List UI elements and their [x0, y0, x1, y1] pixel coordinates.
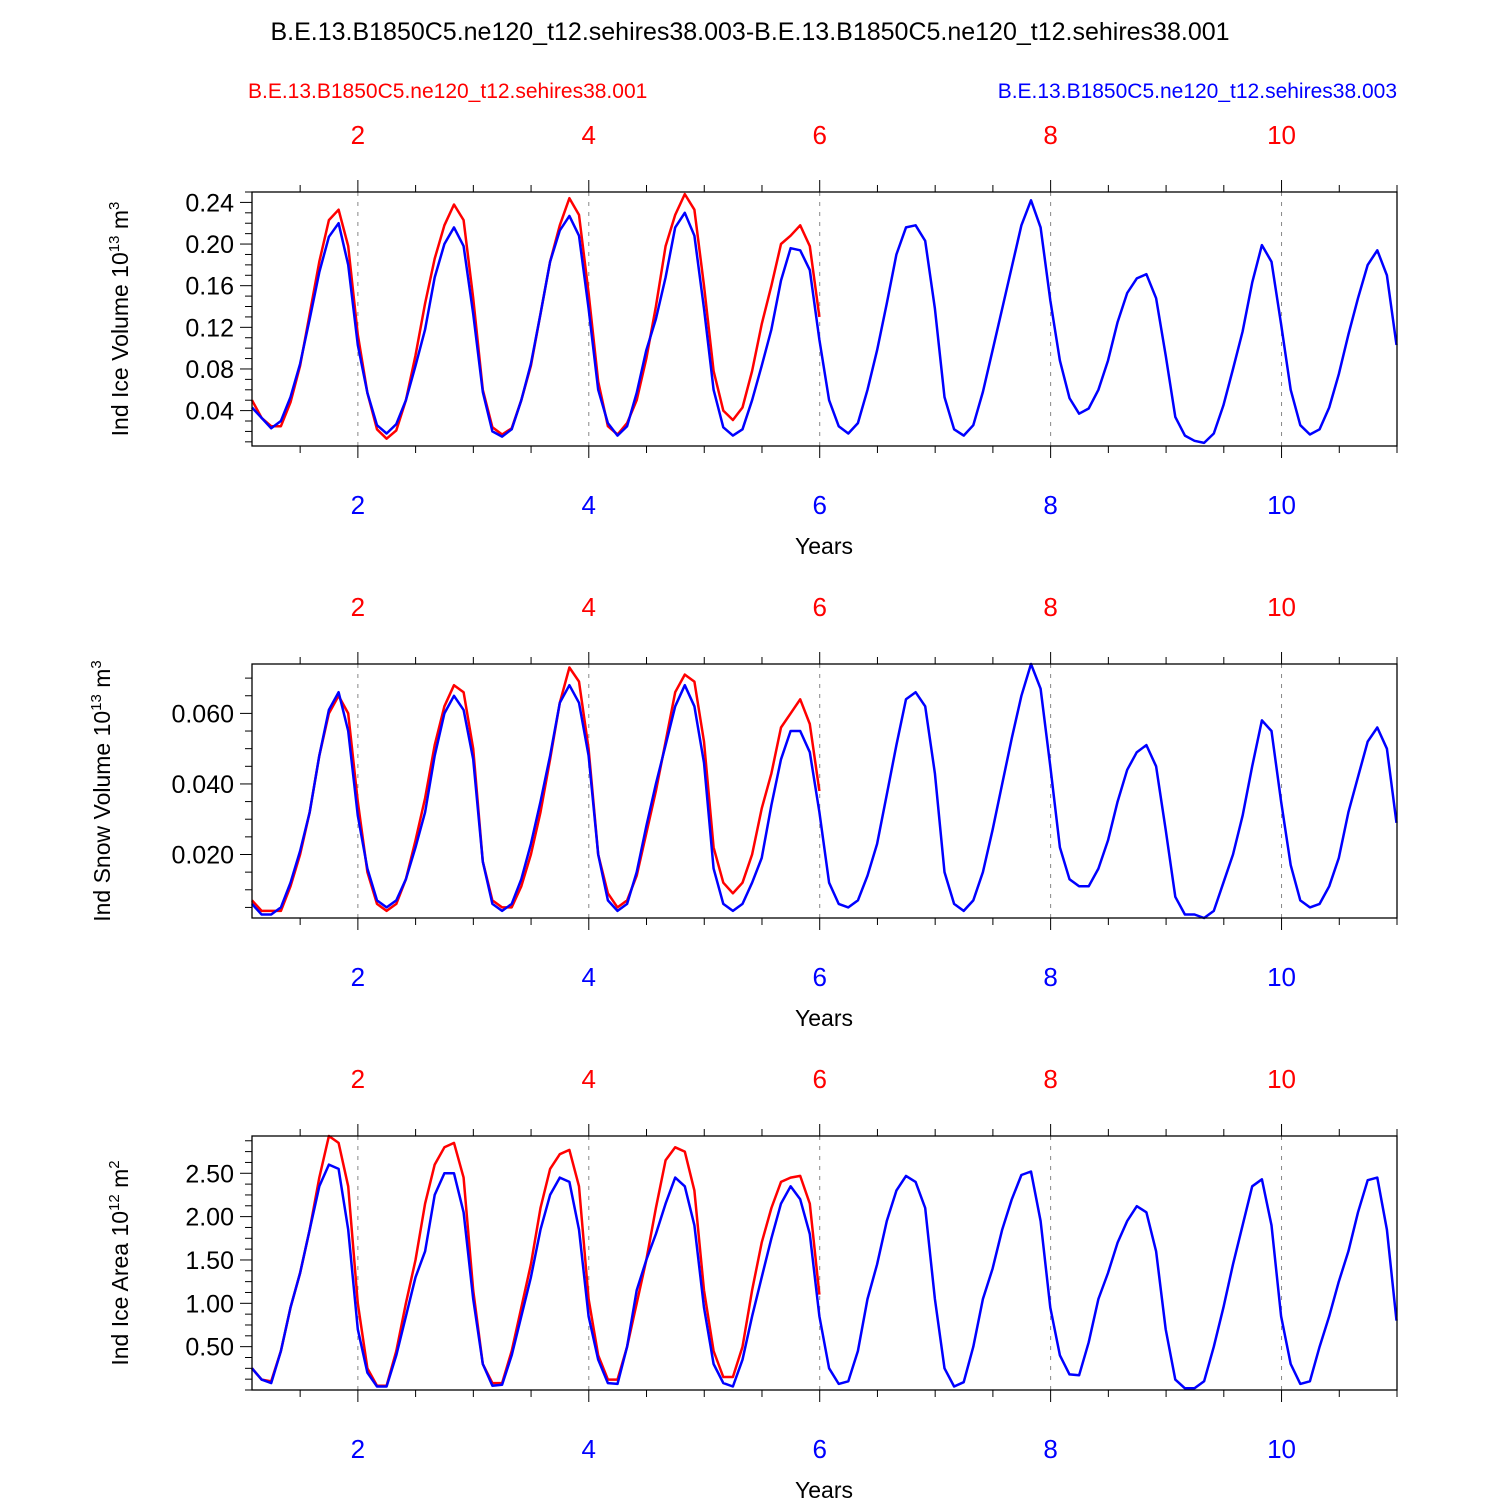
panel-1-xtick-label-top: 8: [1043, 120, 1057, 150]
panel-2-xtick-label-bottom: 8: [1043, 962, 1057, 992]
panel-2-frame: [251, 663, 1398, 919]
panel-3-ytick-label: 2.00: [185, 1204, 234, 1232]
panel-2-ytick-label: 0.060: [171, 700, 234, 728]
panel-2-ytick-label: 0.020: [171, 842, 234, 870]
panel-1-xtick-label-top: 10: [1267, 120, 1296, 150]
panel-3-ytick-label: 0.50: [185, 1334, 234, 1362]
panel-1-xtick-label-bottom: 8: [1043, 490, 1057, 520]
panel-3-ylabel: Ind Ice Area 1012 m2: [106, 1160, 133, 1365]
panel-1-ytick-label: 0.16: [185, 273, 234, 301]
panel-1-frame: [251, 191, 1398, 447]
panel-2-xlabel: Years: [795, 1005, 853, 1031]
panel-1-xtick-label-top: 2: [351, 120, 365, 150]
legend-red-series: B.E.13.B1850C5.ne120_t12.sehires38.001: [248, 80, 648, 103]
panel-3-xtick-label-top: 4: [582, 1064, 596, 1094]
panel-3-xtick-label-top: 2: [351, 1064, 365, 1094]
panel-3-xtick-label-bottom: 4: [582, 1434, 596, 1464]
panel-2-xtick-label-bottom: 6: [812, 962, 826, 992]
panel-2-xtick-label-top: 6: [812, 592, 826, 622]
panel-3-xtick-label-top: 10: [1267, 1064, 1296, 1094]
panel-2-xtick-label-bottom: 4: [582, 962, 596, 992]
panel-3-ytick-label: 1.00: [185, 1290, 234, 1318]
panel-3-series-red: [251, 1134, 821, 1387]
panel-1-xtick-label-bottom: 10: [1267, 490, 1296, 520]
panel-2-xtick-label-top: 8: [1043, 592, 1057, 622]
panel-2-xtick-label-top: 4: [582, 592, 596, 622]
panel-3-xtick-label-top: 6: [812, 1064, 826, 1094]
panel-1-ytick-label: 0.08: [185, 356, 234, 384]
panel-3-xtick-label-bottom: 8: [1043, 1434, 1057, 1464]
legend-blue-series: B.E.13.B1850C5.ne120_t12.sehires38.003: [997, 80, 1397, 103]
panel-3-series-blue: [251, 1163, 1398, 1390]
panel-1-xtick-label-top: 6: [812, 120, 826, 150]
panel-1-ytick-label: 0.12: [185, 314, 234, 342]
panel-1-series-blue: [251, 199, 1398, 445]
panel-1-xtick-label-top: 4: [582, 120, 596, 150]
panel-1-series-red: [250, 192, 821, 440]
panel-1-xtick-label-bottom: 4: [582, 490, 596, 520]
panel-3-xtick-label-bottom: 10: [1267, 1434, 1296, 1464]
panel-2-ytick-label: 0.040: [171, 771, 234, 799]
panel-1-ytick-label: 0.24: [185, 189, 234, 217]
panel-1-ytick-label: 0.04: [185, 398, 234, 426]
panel-3-ytick-label: 2.50: [185, 1160, 234, 1188]
panel-1-xtick-label-bottom: 2: [351, 490, 365, 520]
panel-2-xtick-label-top: 2: [351, 592, 365, 622]
panel-2-series-red: [251, 666, 821, 913]
panel-3-xtick-label-bottom: 6: [812, 1434, 826, 1464]
panel-2-xtick-label-bottom: 2: [351, 962, 365, 992]
panel-1-xtick-label-bottom: 6: [812, 490, 826, 520]
panel-3-xtick-label-bottom: 2: [351, 1434, 365, 1464]
panel-3-xtick-label-top: 8: [1043, 1064, 1057, 1094]
panel-2-xtick-label-bottom: 10: [1267, 962, 1296, 992]
panel-2-series-blue: [251, 662, 1398, 920]
figure-title: B.E.13.B1850C5.ne120_t12.sehires38.003-B…: [270, 18, 1230, 46]
panel-1-ytick-label: 0.20: [185, 231, 234, 259]
panel-2-ylabel: Ind Snow Volume 1013 m3: [88, 660, 115, 922]
panel-3-xlabel: Years: [795, 1477, 853, 1500]
panel-1-xlabel: Years: [795, 533, 853, 559]
panel-1-ylabel: Ind Ice Volume 1013 m3: [106, 202, 133, 437]
panel-3-frame: [251, 1135, 1398, 1391]
panel-3-ytick-label: 1.50: [185, 1247, 234, 1275]
panel-2-xtick-label-top: 10: [1267, 592, 1296, 622]
